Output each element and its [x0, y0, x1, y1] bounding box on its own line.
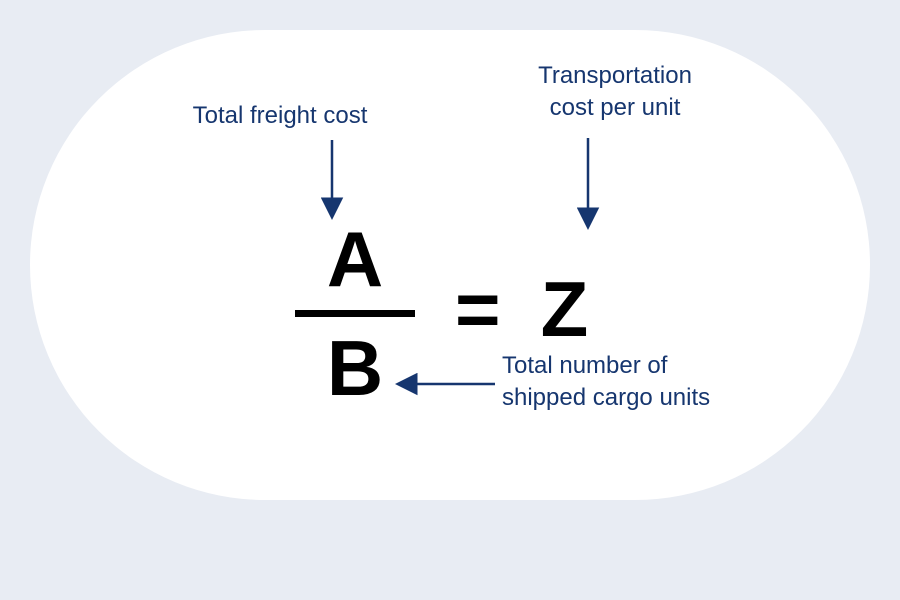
label-total-number-shipped: Total number of shipped cargo units	[502, 350, 772, 415]
equals-sign: =	[455, 270, 501, 348]
label-b-line2: shipped cargo units	[502, 384, 710, 411]
numerator-var: A	[327, 220, 383, 298]
label-z-line2: cost per unit	[550, 94, 681, 121]
label-transportation-cost-per-unit: Transportation cost per unit	[500, 60, 730, 125]
fraction: A B	[295, 220, 415, 407]
fraction-bar	[295, 310, 415, 317]
label-b-line1: Total number of	[502, 352, 667, 379]
label-total-freight-cost: Total freight cost	[160, 100, 400, 132]
label-z-line1: Transportation	[538, 62, 692, 89]
result-var: Z	[541, 270, 589, 348]
denominator-var: B	[327, 329, 383, 407]
